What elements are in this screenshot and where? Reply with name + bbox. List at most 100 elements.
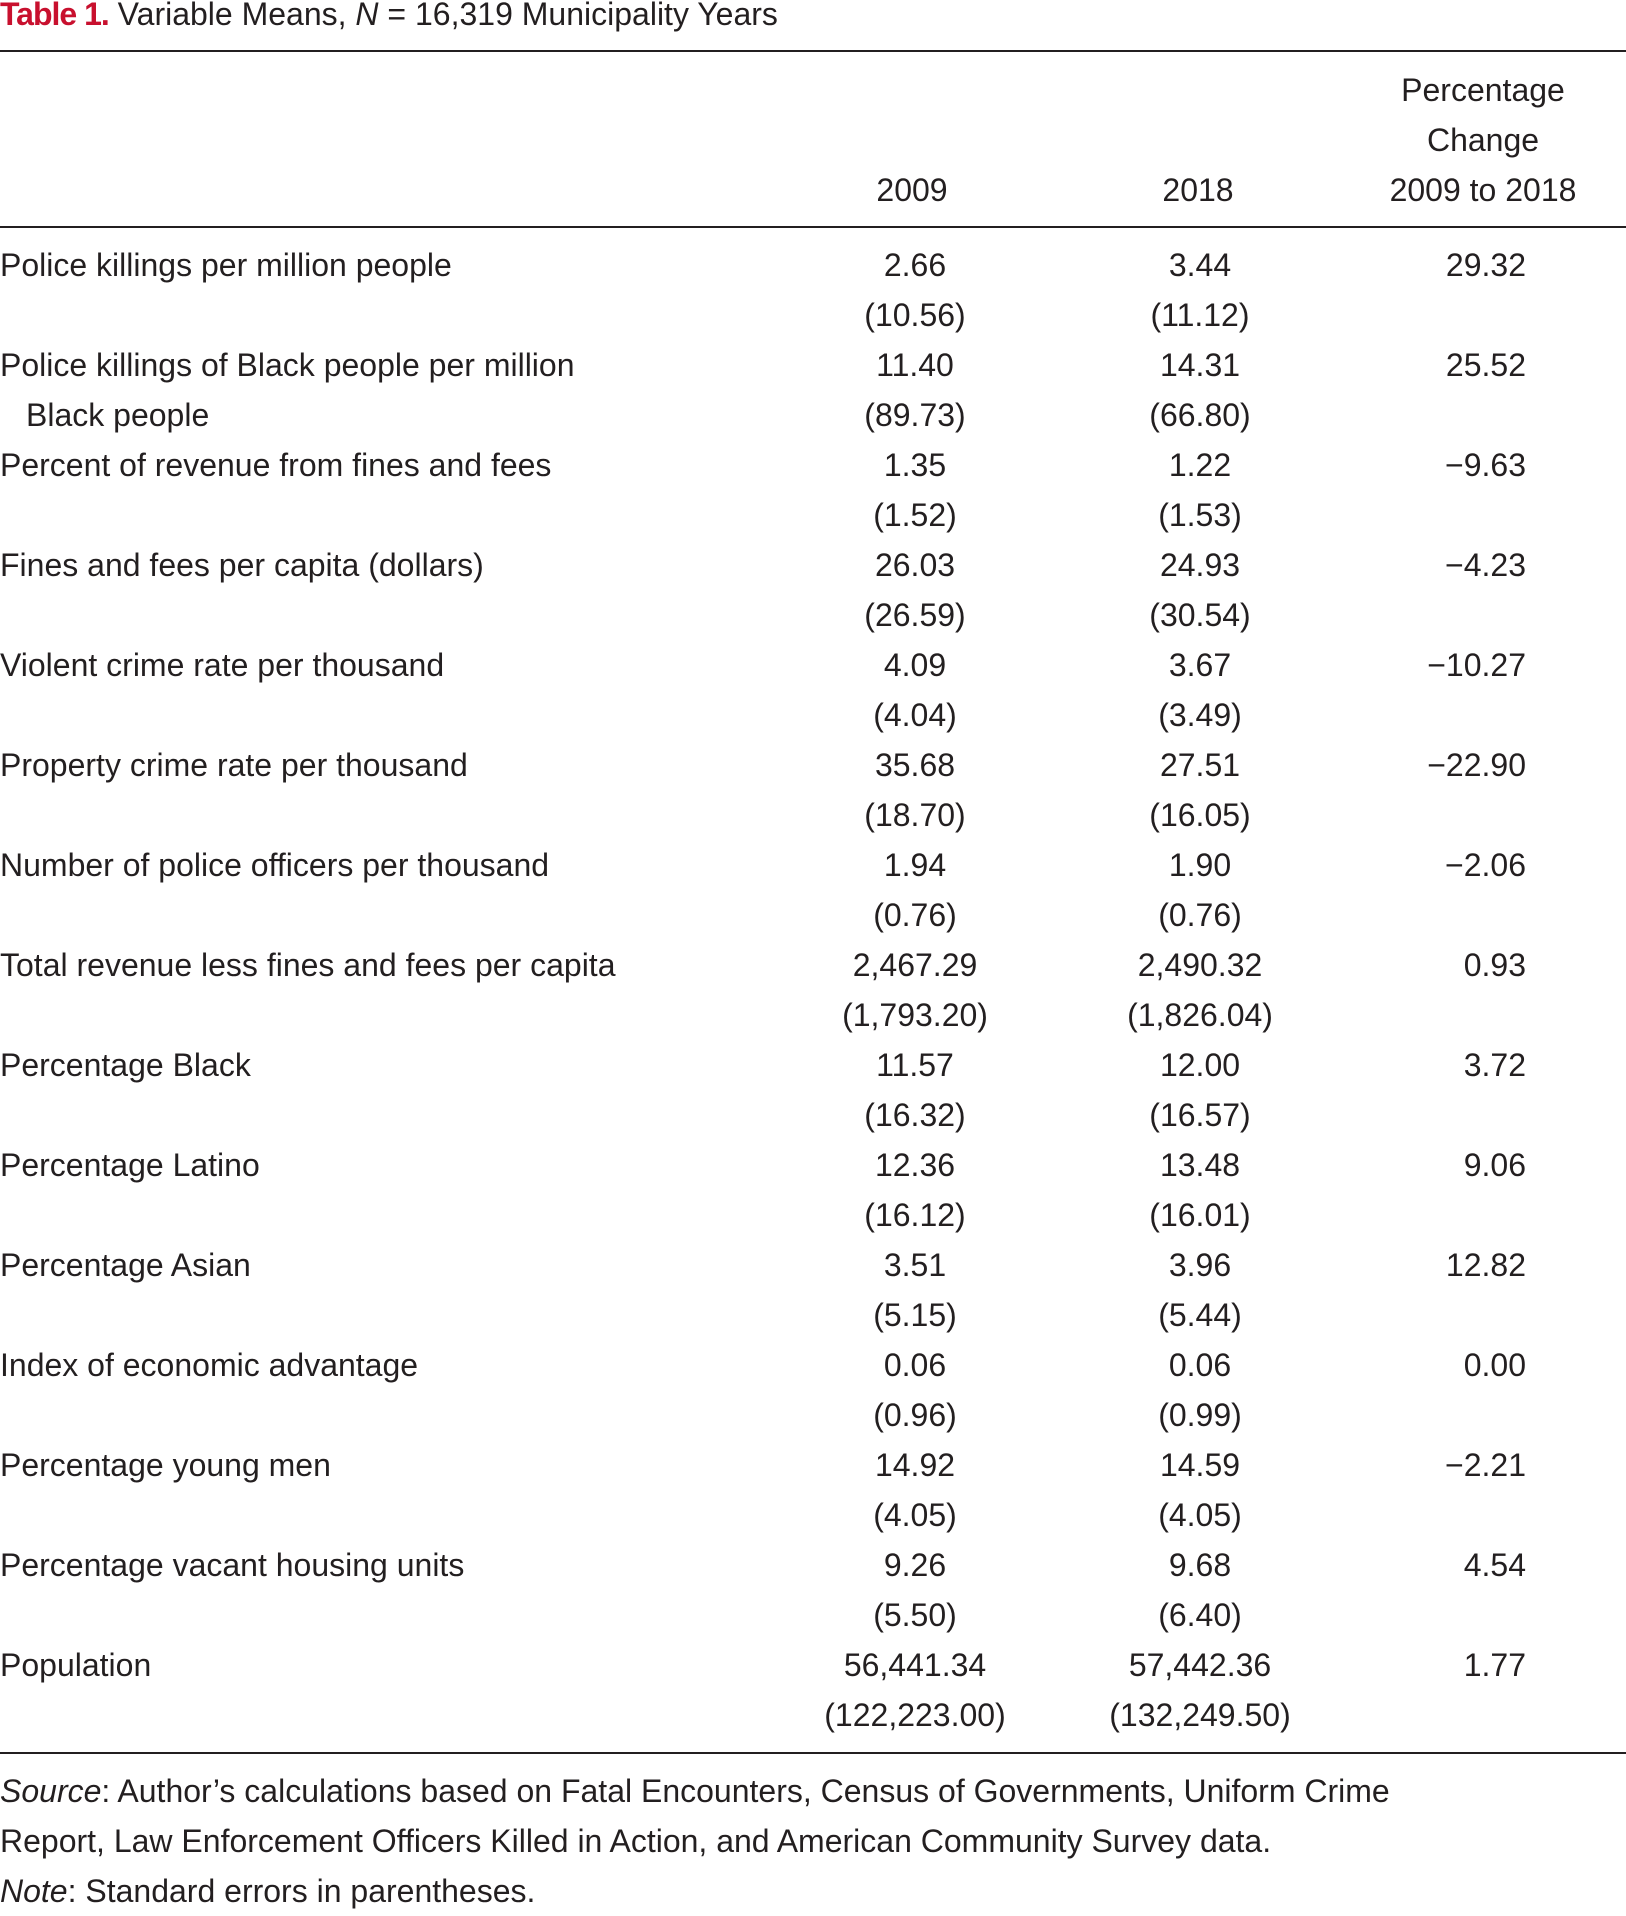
mean-2018: 0.06 bbox=[1168, 1347, 1232, 1383]
row-label-line: Percent of revenue from fines and fees bbox=[0, 447, 552, 483]
se-2009: (1,793.20) bbox=[842, 997, 988, 1033]
se-2009: (5.15) bbox=[873, 1297, 957, 1333]
mean-2018: 1.22 bbox=[1168, 447, 1232, 483]
table-notes: Source: Author’s calculations based on F… bbox=[0, 1766, 1626, 1916]
mean-2018: 9.68 bbox=[1168, 1547, 1232, 1583]
table-row: Total revenue less fines and fees per ca… bbox=[0, 940, 1626, 1040]
mean-2018: 24.93 bbox=[1159, 547, 1241, 583]
percentage-change: −10.27 bbox=[1427, 647, 1526, 683]
table-row: Percent of revenue from fines and fees 1.… bbox=[0, 440, 1626, 540]
percentage-change: 4.54 bbox=[1463, 1547, 1526, 1583]
row-label: Percentage vacant housing units bbox=[0, 1540, 464, 1590]
mean-2009: 2,467.29 bbox=[852, 947, 978, 983]
se-2009: (4.04) bbox=[873, 697, 957, 733]
se-2009: (122,223.00) bbox=[824, 1697, 1006, 1733]
table-row: Fines and fees per capita (dollars) 26.03… bbox=[0, 540, 1626, 640]
mean-2018: 27.51 bbox=[1159, 747, 1241, 783]
se-2009: (1.52) bbox=[873, 497, 957, 533]
se-2009: (16.12) bbox=[864, 1197, 966, 1233]
mean-2009: 35.68 bbox=[874, 747, 956, 783]
row-label-line: Police killings per million people bbox=[0, 247, 452, 283]
row-label: Index of economic advantage bbox=[0, 1340, 418, 1390]
mean-2009: 0.06 bbox=[883, 1347, 947, 1383]
header-2018: 2018 bbox=[1162, 172, 1234, 208]
row-label: Percentage Asian bbox=[0, 1240, 251, 1290]
se-2018: (5.44) bbox=[1158, 1297, 1242, 1333]
row-label-line: Percentage Asian bbox=[0, 1247, 251, 1283]
se-2018: (1,826.04) bbox=[1127, 997, 1273, 1033]
source-label: Source bbox=[0, 1773, 102, 1809]
percentage-change: −4.23 bbox=[1445, 547, 1526, 583]
table-row: Percentage Black 11.57 (16.32) 12.00 (16.57)… bbox=[0, 1040, 1626, 1140]
se-2009: (18.70) bbox=[864, 797, 966, 833]
caption-text-n: = 16,319 Municipality Years bbox=[378, 0, 778, 32]
se-2018: (6.40) bbox=[1158, 1597, 1242, 1633]
row-label-line: Percentage Latino bbox=[0, 1147, 260, 1183]
source-text-1: : Author’s calculations based on Fatal E… bbox=[101, 1773, 1390, 1809]
header-pct-line-2: Change bbox=[1426, 122, 1540, 158]
mean-2009: 12.36 bbox=[874, 1147, 956, 1183]
row-label-continuation: Black people bbox=[26, 397, 210, 433]
row-label: Fines and fees per capita (dollars) bbox=[0, 540, 484, 590]
percentage-change: 25.52 bbox=[1445, 347, 1526, 383]
se-2009: (5.50) bbox=[873, 1597, 957, 1633]
mean-2009: 26.03 bbox=[874, 547, 956, 583]
se-2018: (11.12) bbox=[1150, 297, 1250, 333]
row-label-line: Violent crime rate per thousand bbox=[0, 647, 445, 683]
mean-2009: 1.94 bbox=[883, 847, 947, 883]
header-2009: 2009 bbox=[876, 172, 948, 208]
table-number: Table 1. bbox=[0, 0, 110, 32]
caption-n-symbol: N bbox=[355, 0, 379, 32]
caption-text: Variable Means, bbox=[108, 0, 356, 32]
row-label: Percentage young men bbox=[0, 1440, 331, 1490]
mean-2018: 3.44 bbox=[1168, 247, 1232, 283]
mean-2009: 2.66 bbox=[883, 247, 947, 283]
percentage-change: 1.77 bbox=[1463, 1647, 1526, 1683]
percentage-change: 12.82 bbox=[1445, 1247, 1526, 1283]
row-label-line: Fines and fees per capita (dollars) bbox=[0, 547, 484, 583]
se-2018: (132,249.50) bbox=[1109, 1697, 1291, 1733]
se-2009: (10.56) bbox=[864, 297, 966, 333]
header-rule bbox=[0, 226, 1626, 228]
mean-2018: 13.48 bbox=[1159, 1147, 1241, 1183]
row-label: Property crime rate per thousand bbox=[0, 740, 468, 790]
row-label-line: Percentage young men bbox=[0, 1447, 331, 1483]
top-rule bbox=[0, 50, 1626, 52]
table-row: Police killings per million people 2.66 (1… bbox=[0, 240, 1626, 340]
mean-2018: 2,490.32 bbox=[1137, 947, 1263, 983]
table-row: Violent crime rate per thousand 4.09 (4.04… bbox=[0, 640, 1626, 740]
se-2009: (0.96) bbox=[873, 1397, 957, 1433]
table-row: Population 56,441.34 (122,223.00) 57,442.36… bbox=[0, 1640, 1626, 1740]
row-label-line: Percentage Black bbox=[0, 1047, 251, 1083]
note-label: Note bbox=[0, 1873, 68, 1909]
mean-2018: 3.67 bbox=[1168, 647, 1232, 683]
mean-2018: 12.00 bbox=[1159, 1047, 1241, 1083]
table-row: Number of police officers per thousand 1.… bbox=[0, 840, 1626, 940]
percentage-change: 3.72 bbox=[1463, 1047, 1526, 1083]
bottom-rule bbox=[0, 1752, 1626, 1754]
se-2018: (0.99) bbox=[1158, 1397, 1242, 1433]
row-label-line: Index of economic advantage bbox=[0, 1347, 419, 1383]
table-row: Index of economic advantage 0.06 (0.96) 0.0… bbox=[0, 1340, 1626, 1440]
mean-2018: 3.96 bbox=[1168, 1247, 1232, 1283]
row-label: Number of police officers per thousand bbox=[0, 840, 549, 890]
row-label: Population bbox=[0, 1640, 151, 1690]
row-label-line: Percentage vacant housing units bbox=[0, 1547, 465, 1583]
se-2018: (4.05) bbox=[1158, 1497, 1242, 1533]
row-label: Total revenue less fines and fees per ca… bbox=[0, 940, 615, 990]
mean-2018: 14.31 bbox=[1159, 347, 1241, 383]
mean-2009: 4.09 bbox=[883, 647, 947, 683]
row-label: Percentage Latino bbox=[0, 1140, 260, 1190]
mean-2018: 1.90 bbox=[1168, 847, 1232, 883]
percentage-change: −22.90 bbox=[1427, 747, 1526, 783]
table-row: Percentage Latino 12.36 (16.12) 13.48 (16.01… bbox=[0, 1140, 1626, 1240]
table-row: Police killings of Black people per mill… bbox=[0, 340, 1626, 440]
table-caption: Table 1. Variable Means, N = 16,319 Muni… bbox=[0, 0, 778, 34]
table-row: Percentage vacant housing units 9.26 (5.50… bbox=[0, 1540, 1626, 1640]
mean-2009: 3.51 bbox=[883, 1247, 947, 1283]
table-row: Percentage Asian 3.51 (5.15) 3.96 (5.44) 12.8… bbox=[0, 1240, 1626, 1340]
se-2018: (16.01) bbox=[1149, 1197, 1251, 1233]
note-text: : Standard errors in parentheses. bbox=[67, 1873, 536, 1909]
percentage-change: 29.32 bbox=[1445, 247, 1526, 283]
row-label-line: Police killings of Black people per mill… bbox=[0, 347, 575, 383]
